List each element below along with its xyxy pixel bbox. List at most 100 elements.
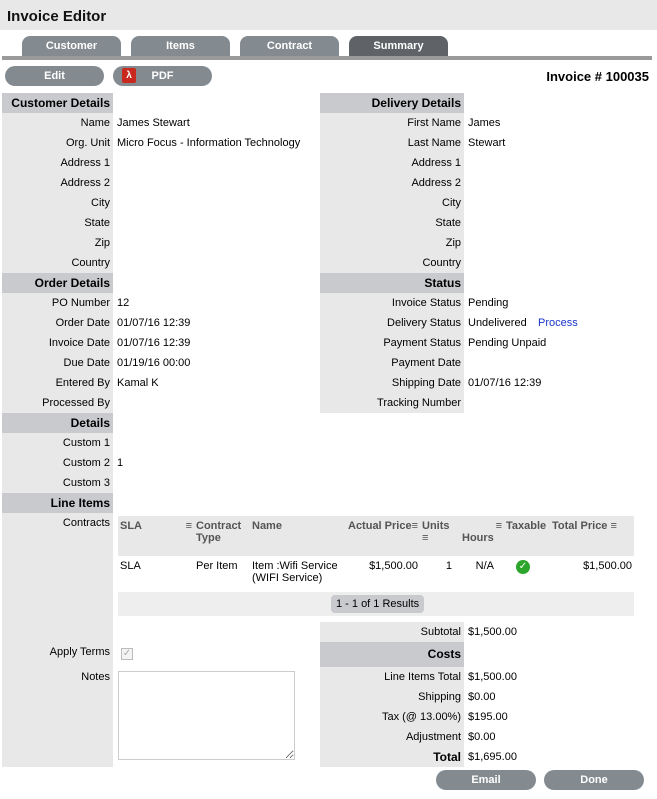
check-circle-icon: ✓	[516, 560, 530, 574]
field-value-address-2	[113, 173, 117, 193]
field-label-country: Country	[422, 257, 461, 269]
tab-items[interactable]: Items	[131, 36, 230, 57]
done-button[interactable]: Done	[544, 770, 644, 790]
field-label-shipping-date: Shipping Date	[391, 377, 461, 389]
tab-customer[interactable]: Customer	[22, 36, 121, 57]
field-label-last-name: Last Name	[407, 137, 461, 149]
field-label-custom-1: Custom 1	[62, 437, 110, 449]
table-row[interactable]: SLA Per Item Item :Wifi Service (WIFI Se…	[118, 556, 634, 592]
col-contract-type[interactable]: Contract Type	[194, 516, 250, 556]
pagination-bar: 1 - 1 of 1 Results	[118, 592, 634, 616]
section-header-order-details: Order Details	[2, 273, 113, 293]
apply-terms-checkbox[interactable]: ✓	[121, 648, 133, 660]
field-label-processed-by: Processed By	[42, 397, 110, 409]
field-label-country: Country	[71, 257, 110, 269]
field-label-address-2: Address 2	[60, 177, 110, 189]
col-hours[interactable]: ≡ Hours	[460, 516, 504, 556]
pagination-status: 1 - 1 of 1 Results	[331, 595, 425, 613]
field-label-invoice-status: Invoice Status	[391, 297, 461, 309]
field-value-city	[113, 193, 117, 213]
field-label-address-1: Address 1	[60, 157, 110, 169]
section-header-status: Status	[320, 273, 464, 293]
invoice-number: Invoice # 100035	[546, 69, 649, 84]
field-value-zip	[113, 233, 117, 253]
field-value-state	[113, 213, 117, 233]
field-label-zip: Zip	[94, 237, 110, 249]
cell-units: 1	[445, 560, 452, 572]
field-value-po-number: 12	[117, 297, 130, 309]
field-value-first-name: James	[468, 117, 501, 129]
field-label-city: City	[442, 197, 461, 209]
cell-price: $1,500.00	[369, 560, 418, 572]
cell-name: Item :Wifi Service (WIFI Service)	[252, 560, 338, 584]
page-title: Invoice Editor	[0, 0, 657, 30]
cell-type: Per Item	[196, 560, 238, 572]
field-label-payment-date: Payment Date	[391, 357, 461, 369]
col-total-price[interactable]: Total Price ≡	[550, 516, 634, 556]
field-label-tracking-number: Tracking Number	[377, 397, 461, 409]
field-label-city: City	[91, 197, 110, 209]
field-value-order-date: 01/07/16 12:39	[117, 317, 191, 329]
field-label-state: State	[435, 217, 461, 229]
cost-value-tax-13-00: $195.00	[468, 711, 508, 723]
cell-hours: N/A	[475, 560, 494, 572]
field-label-custom-3: Custom 3	[62, 477, 110, 489]
col-taxable[interactable]: Taxable	[504, 516, 550, 556]
field-label-order-date: Order Date	[55, 317, 110, 329]
field-value-invoice-status: Pending	[468, 297, 509, 309]
field-label-address-1: Address 1	[411, 157, 461, 169]
field-label-state: State	[84, 217, 110, 229]
cost-label-line-items-total: Line Items Total	[384, 671, 461, 683]
field-label-zip: Zip	[445, 237, 461, 249]
subtotal-label: Subtotal	[420, 626, 461, 638]
field-value-country	[113, 253, 117, 273]
field-label-due-date: Due Date	[63, 357, 110, 369]
field-value-payment-date	[464, 353, 468, 373]
field-value-custom-1	[113, 433, 117, 453]
field-value-entered-by: Kamal K	[117, 377, 159, 389]
field-value-contracts	[113, 513, 117, 533]
field-value-due-date: 01/19/16 00:00	[117, 357, 191, 369]
apply-terms-label: Apply Terms	[49, 646, 110, 658]
line-items-table: SLA ≡ Contract Type Name Actual Price ≡ Un…	[118, 516, 634, 592]
edit-button[interactable]: Edit	[5, 66, 104, 86]
cost-label-adjustment: Adjustment	[405, 731, 461, 743]
process-link[interactable]: Process	[538, 317, 578, 329]
costs-header: Costs	[320, 642, 464, 667]
field-value-city	[464, 193, 468, 213]
subtotal-value: $1,500.00	[468, 626, 517, 638]
field-value-shipping-date: 01/07/16 12:39	[468, 377, 542, 389]
field-label-address-2: Address 2	[411, 177, 461, 189]
pdf-label: PDF	[151, 70, 174, 82]
field-value-name: James Stewart	[117, 117, 190, 129]
field-value-address-2	[464, 173, 468, 193]
table-header: SLA ≡ Contract Type Name Actual Price ≡ Un…	[118, 516, 634, 556]
section-header-customer-details: Customer Details	[2, 93, 113, 113]
cost-label-shipping: Shipping	[418, 691, 461, 703]
cost-value-shipping: $0.00	[468, 691, 496, 703]
tab-bar: Customer Items Contract Summary	[0, 36, 657, 61]
field-label-custom-2: Custom 2	[62, 457, 110, 469]
field-value-state	[464, 213, 468, 233]
col-units[interactable]: Units ≡	[420, 516, 460, 556]
tab-divider	[2, 56, 652, 60]
field-value-custom-3	[113, 473, 117, 493]
cell-taxable: ✓	[504, 556, 550, 592]
field-label-entered-by: Entered By	[55, 377, 110, 389]
col-name[interactable]: Name	[250, 516, 346, 556]
tab-summary[interactable]: Summary	[349, 36, 448, 57]
cost-value-line-items-total: $1,500.00	[468, 671, 517, 683]
col-actual-price[interactable]: Actual Price ≡	[346, 516, 420, 556]
col-sla[interactable]: SLA ≡	[118, 516, 194, 556]
tab-contract[interactable]: Contract	[240, 36, 339, 57]
field-value-invoice-date: 01/07/16 12:39	[117, 337, 191, 349]
pdf-button[interactable]: λ PDF	[113, 66, 212, 86]
email-button[interactable]: Email	[436, 770, 536, 790]
field-value-zip	[464, 233, 468, 253]
field-label-invoice-date: Invoice Date	[48, 337, 110, 349]
notes-label: Notes	[81, 671, 110, 683]
field-label-name: Name	[80, 117, 110, 129]
notes-textarea[interactable]	[118, 671, 295, 760]
cost-label-tax-13-00: Tax (@ 13.00%)	[381, 711, 461, 723]
cell-total: $1,500.00	[583, 560, 632, 572]
